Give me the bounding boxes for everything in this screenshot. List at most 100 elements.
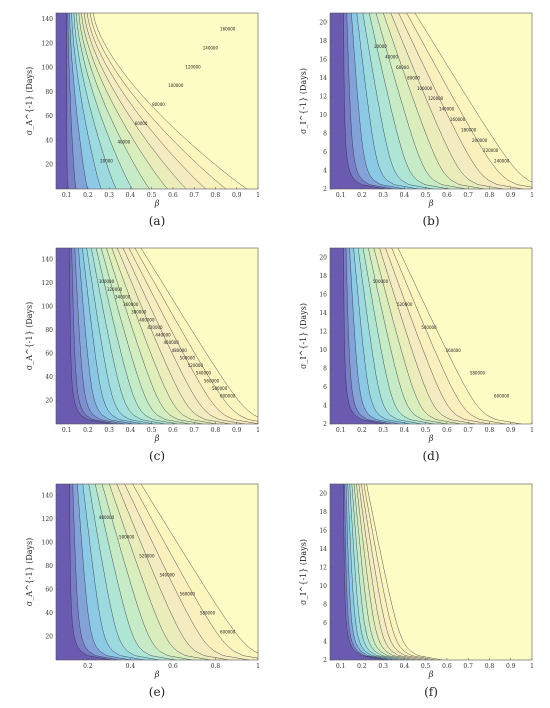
contour-field: 20000 40000 60000 80000 100000 120000 140000 16… <box>330 13 532 189</box>
contour-line <box>128 248 258 424</box>
contour-line <box>375 13 467 189</box>
y-tick-label: 80 <box>45 89 53 96</box>
x-tick-label: 0.9 <box>506 663 516 670</box>
contour-label: 60000 <box>396 65 409 70</box>
contour-line <box>397 248 522 424</box>
y-tick-label: 100 <box>42 304 54 311</box>
x-tick-label: 0.9 <box>506 192 516 199</box>
y-tick-label: 100 <box>42 65 54 72</box>
contour-line <box>345 484 392 660</box>
contour-line <box>391 248 506 424</box>
x-tick-label: 0.2 <box>357 663 367 670</box>
contour-line <box>353 484 412 660</box>
contour-line <box>398 13 523 189</box>
contour-band <box>56 13 69 189</box>
contour-label: 500000 <box>373 279 389 284</box>
x-tick-label: 0.5 <box>421 192 431 199</box>
contour-line <box>362 248 435 424</box>
x-tick-label: 1 <box>530 663 534 670</box>
y-tick-label: 4 <box>323 638 327 645</box>
contour-label: 320000 <box>107 287 123 292</box>
x-tick-label: 0.8 <box>211 663 221 670</box>
panel-caption: (f) <box>424 685 438 699</box>
x-tick-label: 0.7 <box>189 427 199 434</box>
x-tick-label: 0.2 <box>83 663 93 670</box>
contour-label: 100000 <box>417 86 433 91</box>
contour-line <box>356 13 419 189</box>
x-tick-label: 0.3 <box>378 192 388 199</box>
y-tick-label: 14 <box>319 75 327 82</box>
contour-label: 580000 <box>212 386 228 391</box>
panel-c: 300000 320000 340000 360000 380000 400000 4200… <box>25 247 260 463</box>
contour-line <box>95 248 178 424</box>
y-tick-label: 12 <box>319 328 327 335</box>
contour-line <box>76 13 133 189</box>
panel-e: 480000 500000 520000 540000 560000 580000 6000… <box>25 483 260 699</box>
contour-line <box>78 13 150 189</box>
x-tick-label: 0.3 <box>104 427 114 434</box>
contour-label: 500000 <box>119 534 135 539</box>
contour-line <box>69 13 88 189</box>
y-axis-label: σ_I^{-1} (Days) <box>299 303 308 369</box>
x-tick-label: 0.7 <box>463 192 473 199</box>
plot-frame <box>329 247 533 425</box>
contour-label: 520000 <box>397 302 413 307</box>
contour-line <box>69 248 112 424</box>
plot-frame <box>55 247 259 425</box>
contour-label: 600000 <box>494 394 510 399</box>
panel-b: 2000040000600008000010000012000014000016… <box>299 12 534 228</box>
contour-label: 540000 <box>159 572 175 577</box>
plot-frame <box>55 483 259 661</box>
x-tick-label: 0.6 <box>168 192 178 199</box>
contour-line <box>77 484 131 660</box>
plot-frame <box>329 483 533 661</box>
y-axis-label: σ_A^{-1} (Days) <box>25 67 34 136</box>
contour-label: 80000 <box>407 75 420 80</box>
panel-d: 500000 520000 540000 560000 580000 600000 0.1 0… <box>299 247 534 463</box>
y-tick-label: 80 <box>45 563 53 570</box>
y-tick-label: 8 <box>323 365 327 372</box>
contour-label: 360000 <box>123 302 139 307</box>
contour-line <box>69 484 112 660</box>
contour-line <box>363 484 437 660</box>
x-tick-label: 0.8 <box>211 427 221 434</box>
contour-line <box>74 248 125 424</box>
contour-label: 240000 <box>494 159 510 164</box>
contour-line <box>383 13 485 189</box>
contour-line <box>346 13 394 189</box>
contour-label: 160000 <box>220 27 236 32</box>
contour-line <box>343 13 386 189</box>
y-tick-label: 2 <box>323 186 327 193</box>
contour-label: 520000 <box>188 363 204 368</box>
contour-field: 300000 320000 340000 360000 380000 400000 4200… <box>56 248 258 424</box>
contour-line <box>91 248 166 424</box>
y-tick-label: 8 <box>323 130 327 137</box>
x-axis-label: β <box>428 670 434 679</box>
x-tick-label: 0.2 <box>83 427 93 434</box>
y-tick-label: 2 <box>323 657 327 664</box>
contour-label: 120000 <box>428 96 444 101</box>
y-tick-label: 40 <box>45 374 53 381</box>
contour-label: 600000 <box>220 630 236 635</box>
contour-line <box>67 13 77 189</box>
contour-line <box>353 248 411 424</box>
contour-line <box>349 484 401 660</box>
y-tick-label: 18 <box>319 38 327 45</box>
x-tick-label: 0.7 <box>463 663 473 670</box>
contour-line <box>134 248 258 422</box>
contour-line <box>356 484 418 660</box>
y-tick-label: 6 <box>323 149 327 156</box>
contour-line <box>414 13 532 183</box>
contour-line <box>66 13 69 189</box>
contour-line <box>116 484 230 660</box>
y-tick-label: 6 <box>323 384 327 391</box>
x-tick-label: 1 <box>530 427 534 434</box>
contour-line <box>140 484 258 654</box>
contour-label: 380000 <box>131 310 147 315</box>
contour-line <box>344 484 388 660</box>
x-tick-label: 0.9 <box>232 192 242 199</box>
y-tick-label: 4 <box>323 402 327 409</box>
contour-label: 160000 <box>450 117 466 122</box>
contour-field <box>330 484 532 660</box>
contour-label: 100000 <box>168 83 184 88</box>
